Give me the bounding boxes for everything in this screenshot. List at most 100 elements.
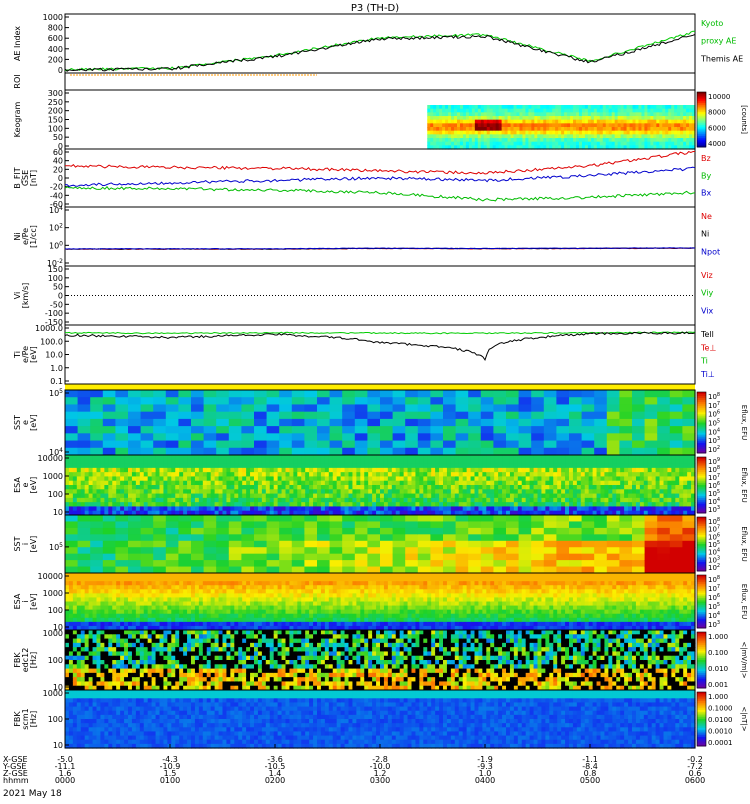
spectrogram-cell (238, 485, 243, 490)
spectrogram-cell (152, 472, 157, 477)
spectrogram-cell (341, 464, 346, 469)
spectrogram-cell (589, 468, 594, 473)
spectrogram-cell (506, 528, 519, 535)
spectrogram-cell (652, 498, 657, 503)
spectrogram-cell (246, 481, 251, 486)
spectrogram-cell (632, 390, 645, 398)
spectrogram-cell (317, 481, 322, 486)
spectrogram-cell (81, 577, 86, 582)
spectrogram-cell (178, 397, 191, 405)
spectrogram-cell (183, 614, 188, 619)
spectrogram-cell (90, 397, 103, 405)
spectrogram-cell (467, 502, 472, 507)
spectrogram-cell (342, 433, 355, 441)
spectrogram-cell (262, 506, 267, 511)
spectrogram-cell (388, 485, 393, 490)
spectrogram-cell (81, 618, 86, 623)
spectrogram-cell (179, 577, 184, 582)
spectrogram-cell (601, 502, 606, 507)
spectrogram-cell (297, 498, 302, 503)
spectrogram-cell (577, 498, 582, 503)
spectrogram-cell (593, 464, 598, 469)
spectrogram-cell (250, 472, 255, 477)
spectrogram-cell (616, 494, 621, 499)
spectrogram-cell (207, 498, 212, 503)
spectrogram-cell (475, 476, 480, 481)
spectrogram-cell (468, 528, 481, 535)
spectrogram-cell (396, 498, 401, 503)
spectrogram-cell (463, 468, 468, 473)
spectrogram-cell (128, 528, 141, 535)
spectrogram-cell (120, 585, 125, 590)
spectrogram-cell (455, 476, 460, 481)
spectrogram-cell (136, 494, 141, 499)
spectrogram-cell (85, 485, 90, 490)
spectrogram-cell (317, 455, 322, 460)
spectrogram-cell (620, 485, 625, 490)
spectrogram-cell (156, 610, 161, 615)
spectrogram-cell (241, 528, 254, 535)
spectrogram-cell (103, 515, 116, 522)
spectrogram-cell (408, 455, 413, 460)
spectrogram-cell (408, 476, 413, 481)
spectrogram-cell (153, 433, 166, 441)
spectrogram-cell (557, 494, 562, 499)
spectrogram-cell (459, 464, 464, 469)
spectrogram-cell (179, 459, 184, 464)
spectrogram-cell (297, 472, 302, 477)
spectrogram-cell (317, 459, 322, 464)
spectrogram-cell (187, 577, 192, 582)
spectrogram-cell (112, 589, 117, 594)
spectrogram-cell (582, 441, 595, 449)
spectrogram-cell (557, 468, 562, 473)
spectrogram-cell (664, 464, 669, 469)
spectrogram-cell (305, 506, 310, 511)
spectrogram-cell (313, 494, 318, 499)
spectrogram-cell (526, 485, 531, 490)
spectrogram-cell (103, 426, 116, 434)
spectrogram-cell (455, 472, 460, 477)
spectrogram-cell (136, 581, 141, 586)
spectrogram-cell (187, 502, 192, 507)
spectrogram-cell (175, 610, 180, 615)
spectrogram-cell (128, 459, 133, 464)
spectrogram-cell (69, 622, 74, 627)
spectrogram-cell (93, 468, 98, 473)
spectrogram-cell (215, 489, 220, 494)
spectrogram-cell (518, 506, 523, 511)
spectrogram-cell (81, 573, 86, 578)
spectrogram-cell (187, 589, 192, 594)
spectrogram-cell (140, 498, 145, 503)
spectrogram-cell (569, 476, 574, 481)
spectrogram-cell (183, 481, 188, 486)
spectrogram-cell (412, 472, 417, 477)
spectrogram-cell (518, 459, 523, 464)
spectrogram-cell (163, 472, 168, 477)
spectrogram-cell (557, 485, 562, 490)
spectrogram-cell (455, 459, 460, 464)
spectrogram-cell (270, 481, 275, 486)
spectrogram-cell (152, 618, 157, 623)
spectrogram-cell (687, 468, 692, 473)
spectrogram-cell (179, 489, 184, 494)
spectrogram-cell (93, 455, 98, 460)
spectrogram-cell (124, 472, 129, 477)
spectrogram-cell (136, 610, 141, 615)
y-tick-label: 10 (53, 508, 63, 517)
spectrogram-cell (384, 468, 389, 473)
spectrogram-cell (545, 489, 550, 494)
spectrogram-cell (77, 459, 82, 464)
spectrogram-cell (171, 577, 176, 582)
spectrogram-cell (238, 494, 243, 499)
spectrogram-cell (226, 494, 231, 499)
spectrogram-cell (115, 528, 128, 535)
spectrogram-cell (73, 585, 78, 590)
spectrogram-cell (522, 506, 527, 511)
spectrogram-cell (607, 397, 620, 405)
spectrogram-cell (498, 502, 503, 507)
spectrogram-cell (367, 515, 380, 522)
y-tick-label: 400 (48, 45, 63, 54)
spectrogram-cell (506, 554, 519, 561)
spectrogram-cell (604, 502, 609, 507)
